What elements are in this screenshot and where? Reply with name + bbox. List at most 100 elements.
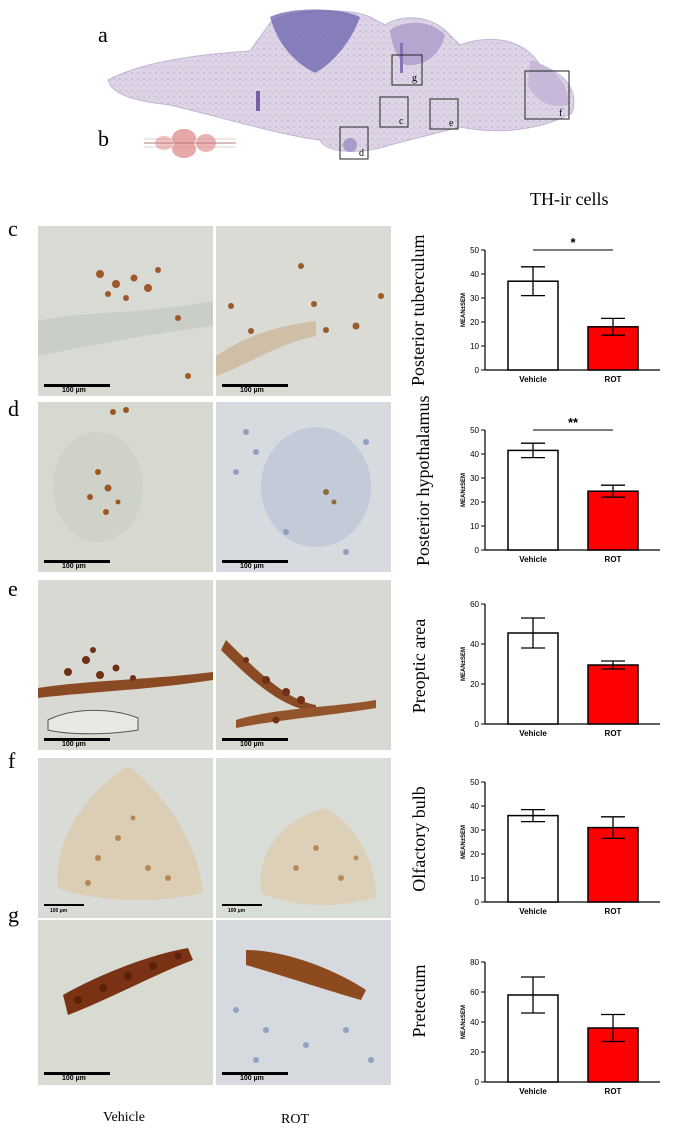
bar-vehicle (507, 449, 559, 551)
micrograph-f-rot: 100 µm (216, 758, 391, 918)
y-tick-label: 30 (470, 474, 479, 483)
box-label-c: c (399, 116, 404, 127)
bar-rot (587, 826, 639, 903)
panel-letter-a: a (98, 22, 108, 47)
scale-label: 100 µm (62, 741, 86, 748)
micrograph-g-vehicle: 100 µm (38, 920, 213, 1085)
category-label: ROT (605, 375, 622, 384)
category-label: ROT (605, 729, 622, 738)
scale-bar (222, 384, 288, 387)
category-label: Vehicle (519, 907, 547, 916)
scale-label: 100 µm (240, 563, 264, 570)
box-label-f: f (559, 108, 563, 119)
scale-label: 100 µm (50, 908, 68, 914)
brain-section-overview: g c e f d (107, 9, 575, 160)
scale-label: 100 µm (228, 908, 246, 914)
scale-bar (222, 738, 288, 741)
scale-bar (222, 560, 288, 563)
category-label: ROT (605, 907, 622, 916)
y-tick-label: 80 (470, 958, 479, 967)
y-tick-label: 10 (470, 342, 479, 351)
y-tick-label: 40 (470, 1018, 479, 1027)
bar-chart-pretectum: 0 20 40 60 80 MEAN±SEM Vehicle ROT (455, 950, 665, 1100)
y-tick-label: 20 (470, 318, 479, 327)
category-label: Vehicle (519, 375, 547, 384)
bar-vehicle (507, 814, 559, 903)
bar-chart-posterior-hypothalamus: 0 10 20 30 40 50 MEAN±SEM Vehicle ROT ** (455, 415, 665, 568)
scale-bar (222, 904, 262, 906)
panel-letter-f: f (8, 748, 16, 773)
bar-rot (587, 664, 639, 725)
micrograph-d-rot: 100 µm (216, 402, 391, 572)
figure-title: TH-ir cells (530, 189, 609, 209)
region-label-olfactory-bulb: Olfactory bulb (409, 786, 429, 892)
scale-bar (44, 904, 84, 906)
micrograph-f-vehicle: 100 µm (38, 758, 213, 918)
category-label: Vehicle (519, 1087, 547, 1096)
box-label-d: d (359, 148, 364, 159)
micrograph-e-rot: 100 µm (216, 580, 391, 750)
y-tick-label: 10 (470, 522, 479, 531)
category-label: ROT (605, 555, 622, 564)
bar-chart-preoptic-area: 0 20 40 60 MEAN±SEM Vehicle ROT (455, 592, 665, 742)
region-label-posterior-hypothalamus: Posterior hypothalamus (413, 395, 433, 566)
micrograph-e-vehicle: 100 µm (38, 580, 213, 750)
scale-label: 100 µm (62, 563, 86, 570)
column-label-vehicle: Vehicle (103, 1110, 145, 1125)
micrograph-c-rot: 100 µm (216, 226, 391, 396)
scale-bar (44, 384, 110, 387)
bar-chart-olfactory-bulb: 0 10 20 30 40 50 MEAN±SEM Vehicle ROT (455, 770, 665, 920)
y-axis-label: MEAN±SEM (461, 293, 467, 327)
significance-marker: ** (568, 415, 579, 430)
y-tick-label: 60 (470, 988, 479, 997)
y-tick-label: 0 (475, 898, 480, 907)
category-label: Vehicle (519, 729, 547, 738)
y-tick-label: 0 (475, 1078, 480, 1087)
region-label-posterior-tuberculum: Posterior tuberculum (408, 234, 428, 386)
scale-label: 100 µm (240, 1075, 264, 1082)
y-axis-label: MEAN±SEM (461, 825, 467, 859)
scale-label: 100 µm (240, 741, 264, 748)
y-tick-label: 0 (475, 546, 480, 555)
panel-letter-e: e (8, 576, 18, 601)
scale-bar (222, 1072, 288, 1075)
panel-letter-d: d (8, 396, 19, 421)
y-axis-label: MEAN±SEM (461, 647, 467, 681)
y-tick-label: 40 (470, 802, 479, 811)
y-tick-label: 50 (470, 778, 479, 787)
panel-letter-c: c (8, 216, 18, 241)
region-label-pretectum: Pretectum (409, 964, 429, 1038)
brain-schematic (144, 129, 236, 158)
y-tick-label: 60 (470, 600, 479, 609)
y-tick-label: 40 (470, 450, 479, 459)
y-tick-label: 50 (470, 426, 479, 435)
y-tick-label: 20 (470, 498, 479, 507)
y-tick-label: 20 (470, 850, 479, 859)
y-axis-label: MEAN±SEM (461, 1005, 467, 1039)
scale-bar (44, 738, 110, 741)
y-tick-label: 0 (475, 720, 480, 729)
scale-label: 100 µm (62, 387, 86, 394)
y-tick-label: 20 (470, 680, 479, 689)
box-label-e: e (449, 118, 454, 129)
y-tick-label: 10 (470, 874, 479, 883)
y-tick-label: 30 (470, 294, 479, 303)
micrograph-g-rot: 100 µm (216, 920, 391, 1085)
category-label: Vehicle (519, 555, 547, 564)
column-label-rot: ROT (281, 1112, 309, 1127)
panel-letter-b: b (98, 126, 109, 151)
y-tick-label: 40 (470, 640, 479, 649)
y-tick-label: 50 (470, 246, 479, 255)
micrograph-c-vehicle: 100 µm (38, 226, 213, 396)
scale-bar (44, 560, 110, 563)
micrograph-d-vehicle: 100 µm (38, 402, 213, 572)
y-tick-label: 30 (470, 826, 479, 835)
category-label: ROT (605, 1087, 622, 1096)
scale-bar (44, 1072, 110, 1075)
scale-label: 100 µm (240, 387, 264, 394)
y-tick-label: 20 (470, 1048, 479, 1057)
y-axis-label: MEAN±SEM (461, 473, 467, 507)
significance-marker: * (570, 235, 576, 250)
scale-label: 100 µm (62, 1075, 86, 1082)
y-tick-label: 40 (470, 270, 479, 279)
